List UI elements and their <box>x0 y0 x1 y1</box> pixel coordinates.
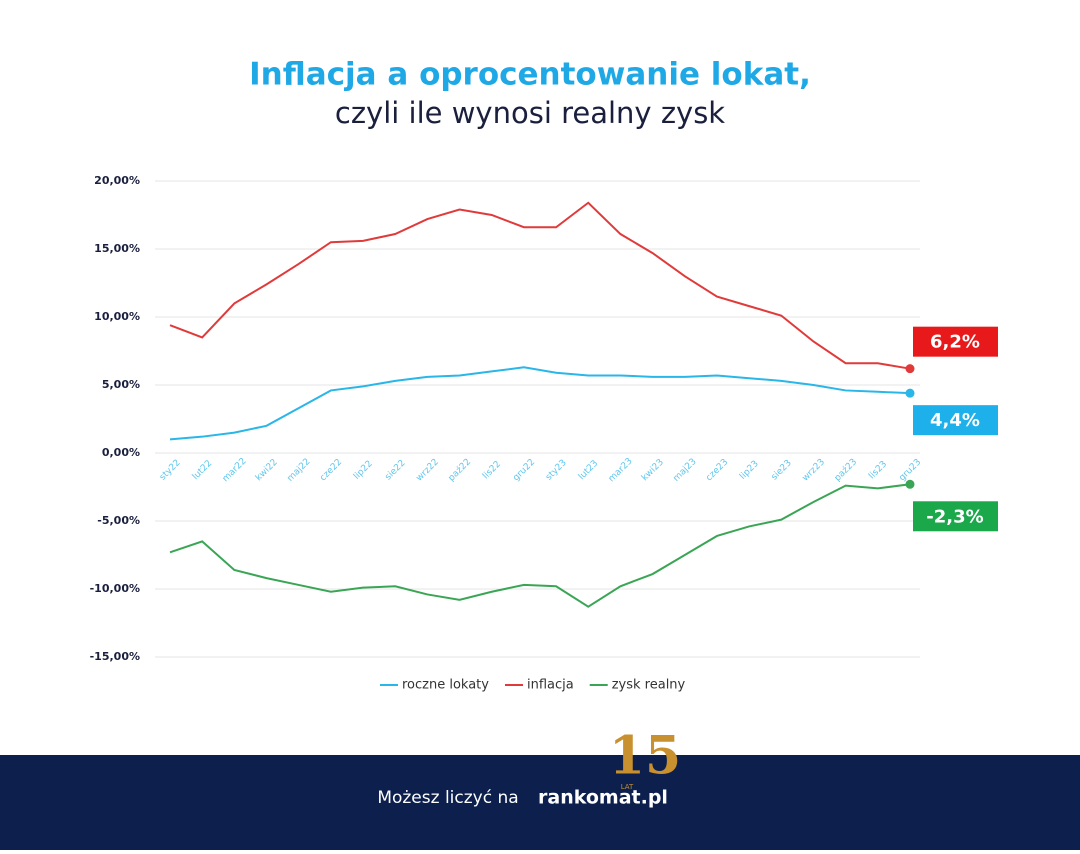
end-point <box>905 388 915 398</box>
value-label-box <box>913 326 998 357</box>
x-tick-label: sty23 <box>544 458 569 483</box>
chart-title: Inflacja a oprocentowanie lokat, <box>249 57 811 93</box>
legend-label: roczne lokaty <box>402 678 489 693</box>
x-tick-label: maj22 <box>286 457 313 484</box>
x-tick-label: lis22 <box>481 459 503 481</box>
x-tick-label: wrz23 <box>801 457 827 483</box>
series-line <box>169 366 911 441</box>
x-tick-label: lis23 <box>867 459 889 481</box>
x-tick-label: cze22 <box>318 457 344 483</box>
y-tick-label: 10,00% <box>94 310 140 323</box>
x-tick-label: lut23 <box>577 459 600 482</box>
value-label: 4,4% <box>930 410 980 431</box>
x-tick-label: maj23 <box>672 457 699 484</box>
value-label-box <box>913 405 998 436</box>
footer-band <box>0 755 1080 850</box>
series-line <box>169 201 911 370</box>
y-tick-label: 5,00% <box>102 378 140 391</box>
value-label-box <box>913 501 998 532</box>
x-tick-label: paź23 <box>833 457 859 483</box>
x-tick-label: sie23 <box>770 458 794 482</box>
badge-sub: LAT <box>621 783 634 791</box>
x-tick-label: cze23 <box>704 457 730 483</box>
end-point <box>905 364 915 374</box>
x-tick-label: gru22 <box>511 457 537 483</box>
end-point <box>905 479 915 489</box>
value-label: -2,3% <box>926 506 983 527</box>
y-tick-label: -5,00% <box>97 514 140 527</box>
x-tick-label: kwi23 <box>640 457 666 483</box>
x-tick-label: gru23 <box>897 457 923 483</box>
legend-label: inflacja <box>527 678 574 693</box>
x-tick-label: lip22 <box>352 459 375 482</box>
x-tick-label: sty22 <box>158 458 183 483</box>
footer-text: Możesz liczyć na <box>377 788 518 808</box>
series-line <box>169 483 911 608</box>
y-tick-label: -10,00% <box>90 582 140 595</box>
x-tick-label: paź22 <box>447 457 473 483</box>
x-tick-label: lut22 <box>191 459 214 482</box>
y-tick-label: 15,00% <box>94 242 140 255</box>
y-tick-label: -15,00% <box>90 650 140 663</box>
y-tick-label: 0,00% <box>102 446 140 459</box>
x-tick-label: sie22 <box>383 458 407 482</box>
brand: rankomat.pl <box>538 787 668 809</box>
y-tick-label: 20,00% <box>94 174 140 187</box>
chart-subtitle: czyli ile wynosi realny zysk <box>335 96 725 130</box>
badge: 15 <box>609 726 681 787</box>
x-tick-label: wrz22 <box>415 457 441 483</box>
value-label: 6,2% <box>930 332 980 353</box>
x-tick-label: mar22 <box>221 456 249 484</box>
x-tick-label: mar23 <box>607 456 635 484</box>
x-tick-label: lip23 <box>738 459 761 482</box>
x-tick-label: kwi22 <box>254 457 280 483</box>
legend-label: zysk realny <box>612 678 686 693</box>
